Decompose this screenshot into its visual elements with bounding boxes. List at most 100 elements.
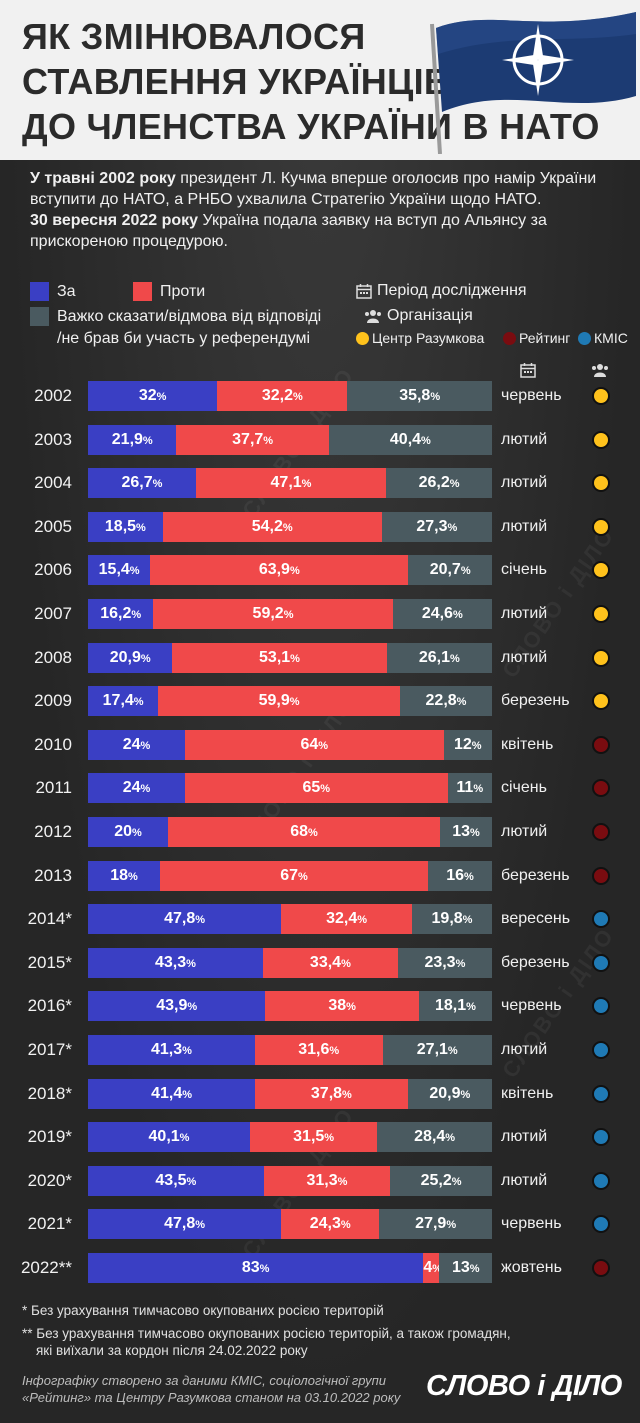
people-icon xyxy=(365,310,381,323)
percent-sign: % xyxy=(136,522,146,534)
percent-sign: % xyxy=(128,871,138,883)
bar-segment-against: 38% xyxy=(265,991,419,1021)
percent-sign: % xyxy=(449,653,460,665)
organization-dot xyxy=(592,1085,610,1103)
organization-dot xyxy=(592,474,610,492)
chart-row: 2007 16,2% 59,2% 24,6% лютий xyxy=(0,599,640,629)
chart-row: 2021* 47,8% 24,3% 27,9% червень xyxy=(0,1209,640,1239)
bar-segment-other: 27,3% xyxy=(381,512,492,542)
percent-sign: % xyxy=(460,565,471,577)
legend-period: Період дослідження xyxy=(356,282,527,300)
year-label: 2019* xyxy=(27,1127,72,1146)
chart-row: 2012 20% 68% 13% лютий xyxy=(0,817,640,847)
intro-date-2: 30 вересня 2022 року xyxy=(30,212,199,229)
data-label: 16 xyxy=(446,867,464,884)
data-label: 20,9 xyxy=(429,1085,461,1102)
data-label: 83 xyxy=(241,1259,260,1276)
percent-sign: % xyxy=(298,871,308,883)
data-label: 41,3 xyxy=(150,1041,183,1058)
organization-dot xyxy=(592,1041,610,1059)
intro-text-2: Україна подала заявку на вступ до Альянс… xyxy=(30,212,547,250)
footnote-2-line-2: які виїхали за кордон після 24.02.2022 р… xyxy=(36,1343,308,1358)
percent-sign: % xyxy=(451,1176,462,1188)
rating-dot xyxy=(503,331,516,345)
percent-sign: % xyxy=(340,1219,351,1231)
bar-segment-other: 27,9% xyxy=(379,1209,492,1239)
legend-org-razumkov: Центр Разумкова xyxy=(356,330,484,346)
data-label: 27,1 xyxy=(416,1041,448,1058)
percent-sign: % xyxy=(289,696,300,708)
chart-row: 2002 32% 32,2% 35,8% червень xyxy=(0,381,640,411)
percent-sign: % xyxy=(186,1176,197,1188)
razumkov-dot xyxy=(356,331,369,345)
percent-sign: % xyxy=(421,435,431,447)
data-label: 4 xyxy=(423,1259,433,1276)
bar-segment-for: 24% xyxy=(88,730,185,760)
data-label: 67 xyxy=(280,867,298,884)
percent-sign: % xyxy=(470,827,480,839)
month-label: лютий xyxy=(501,1041,548,1058)
percent-sign: % xyxy=(282,522,293,534)
chart-row: 2008 20,9% 53,1% 26,1% лютий xyxy=(0,643,640,673)
bar-segment-against: 37,8% xyxy=(255,1079,408,1109)
data-label: 41,4 xyxy=(151,1085,183,1102)
month-label: червень xyxy=(501,387,562,404)
stacked-bar: 26,7% 47,1% 26,2% xyxy=(88,468,492,498)
percent-sign: % xyxy=(290,653,300,665)
percent-sign: % xyxy=(195,1219,206,1231)
month-label: лютий xyxy=(501,605,548,622)
bar-segment-other: 24,6% xyxy=(392,599,492,629)
data-label: 37,8 xyxy=(310,1085,343,1102)
year-label: 2011 xyxy=(35,778,72,797)
stacked-bar: 43,9% 38% 18,1% xyxy=(88,991,492,1021)
stacked-bar: 43,3% 33,4% 23,3% xyxy=(88,948,492,978)
stacked-bar: 32% 32,2% 35,8% xyxy=(88,381,492,411)
month-label: квітень xyxy=(501,1085,554,1102)
year-label: 2020* xyxy=(27,1171,72,1190)
bar-segment-other: 26,1% xyxy=(386,643,492,673)
month-label: червень xyxy=(501,1215,562,1232)
organization-dot xyxy=(592,1128,610,1146)
nato-flag-icon xyxy=(430,12,636,154)
bar-segment-against: 31,6% xyxy=(254,1035,383,1065)
chart-row: 2017* 41,3% 31,6% 27,1% лютий xyxy=(0,1035,640,1065)
month-label: березень xyxy=(501,954,570,971)
percent-sign: % xyxy=(301,478,312,490)
bar-segment-for: 26,7% xyxy=(88,468,196,498)
logo: СЛОВО і ДІЛО xyxy=(426,1370,622,1402)
percent-sign: % xyxy=(182,1045,192,1057)
data-label: 18 xyxy=(110,867,128,884)
data-label: 18,1 xyxy=(434,997,467,1014)
intro-paragraph-1: У травні 2002 року президент Л. Кучма вп… xyxy=(30,168,630,210)
stacked-bar: 20% 68% 13% xyxy=(88,817,492,847)
percent-sign: % xyxy=(320,783,331,795)
organization-dot xyxy=(592,692,610,710)
data-label: 13 xyxy=(452,823,470,840)
data-label: 33,4 xyxy=(309,954,342,971)
legend-label-org: Організація xyxy=(387,307,473,324)
data-label: 47,8 xyxy=(164,910,196,927)
intro-text-1: президент Л. Кучма вперше оголосив про н… xyxy=(30,170,597,208)
data-label: 32,4 xyxy=(326,910,358,927)
bar-segment-against: 31,3% xyxy=(263,1166,391,1196)
month-label: жовтень xyxy=(501,1259,562,1276)
bar-segment-other: 11% xyxy=(447,773,492,803)
stacked-bar: 47,8% 32,4% 19,8% xyxy=(88,904,492,934)
stacked-bar: 24% 65% 11% xyxy=(88,773,492,803)
stacked-bar: 47,8% 24,3% 27,9% xyxy=(88,1209,492,1239)
percent-sign: % xyxy=(324,1132,335,1144)
percent-sign: % xyxy=(432,1263,442,1275)
percent-sign: % xyxy=(446,1219,457,1231)
data-label: 20 xyxy=(114,823,132,840)
legend-label-against: Проти xyxy=(160,282,206,300)
organization-dot xyxy=(592,1172,610,1190)
bar-segment-against: 24,3% xyxy=(281,1209,380,1239)
bar-segment-against: 4% xyxy=(423,1253,442,1283)
data-label: 27,3 xyxy=(416,518,448,535)
data-label: 63,9 xyxy=(258,561,290,578)
data-label: 38 xyxy=(328,997,347,1014)
data-label: 26,7 xyxy=(121,474,153,491)
data-label: 24,6 xyxy=(421,605,453,622)
source-line-2: «Рейтинг» та Центру Разумкова станом на … xyxy=(22,1390,401,1405)
month-label: лютий xyxy=(501,823,548,840)
